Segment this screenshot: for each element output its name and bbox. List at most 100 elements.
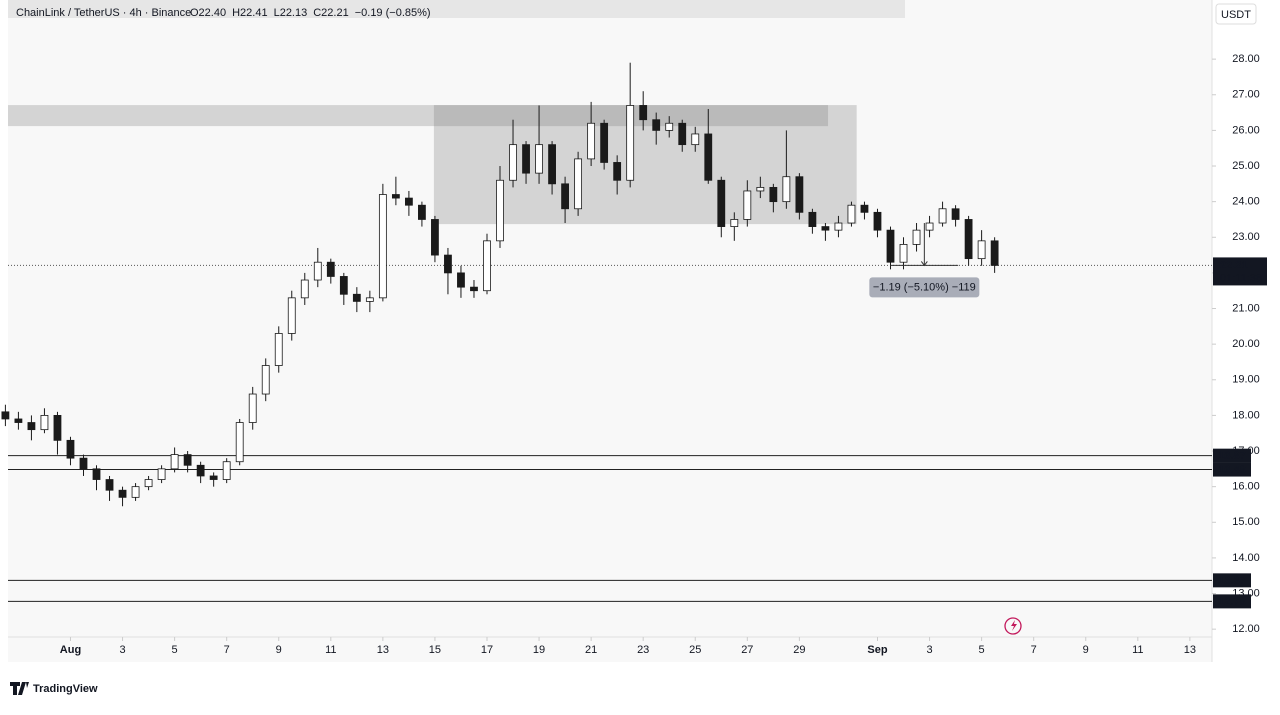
x-tick-label: 17 — [481, 644, 493, 656]
legend-item: O22.40 — [190, 7, 226, 19]
level-badge — [1213, 573, 1251, 588]
candle-body — [404, 197, 413, 206]
x-tick-label: Aug — [60, 644, 81, 656]
level-badge — [1213, 462, 1251, 477]
y-tick-label: 21.00 — [1232, 302, 1260, 314]
candle-body — [782, 176, 791, 203]
plot-background — [8, 0, 1212, 662]
candle-body — [496, 179, 504, 242]
alert-icon — [1004, 617, 1022, 635]
candle-body — [339, 276, 348, 295]
candle-body — [274, 333, 283, 366]
zone — [8, 105, 829, 127]
candle-body — [847, 204, 856, 224]
candle-body — [912, 229, 921, 245]
candle-body — [183, 454, 192, 466]
header-band — [8, 0, 905, 18]
candle-body — [756, 186, 765, 192]
candle-body — [769, 186, 778, 203]
countdown: 01:11:38 — [1220, 272, 1262, 284]
y-tick-label: 24.00 — [1232, 196, 1260, 208]
x-tick-label: 13 — [1184, 644, 1196, 656]
candle-body — [821, 226, 830, 231]
candle-body — [613, 162, 622, 181]
legend-item: C22.21 — [313, 7, 348, 19]
candle-body — [522, 144, 530, 174]
last-price-label: 22.21 — [1220, 259, 1248, 271]
candle-body — [717, 179, 726, 227]
candle-body — [105, 479, 114, 491]
x-tick-label: 27 — [741, 644, 753, 656]
candle-body — [535, 144, 543, 174]
x-tick-label: 13 — [377, 644, 389, 656]
y-tick-label: 27.00 — [1232, 89, 1260, 101]
x-tick-label: Sep — [867, 644, 887, 656]
level-label: 16.87 — [1218, 450, 1246, 462]
y-tick-label: 15.00 — [1232, 516, 1260, 528]
level-badge — [1213, 594, 1251, 609]
candle-body — [470, 286, 478, 292]
candle-body — [665, 122, 674, 131]
x-tick-label: 3 — [926, 644, 932, 656]
candle-body — [691, 133, 700, 146]
y-tick-label: 25.00 — [1232, 160, 1260, 172]
candle-body — [639, 105, 648, 121]
candle-body — [14, 418, 23, 423]
x-tick-label: 25 — [689, 644, 701, 656]
candle-body — [951, 208, 960, 220]
candle-body — [313, 261, 322, 281]
x-tick-label: 5 — [172, 644, 178, 656]
y-tick-label: 28.00 — [1232, 53, 1260, 65]
candle-body — [600, 122, 609, 163]
x-tick-label: 19 — [533, 644, 545, 656]
candle-body — [860, 204, 869, 213]
candle-body — [365, 297, 374, 302]
candle-body — [209, 475, 218, 480]
candle-body — [235, 422, 244, 463]
level-badge — [1213, 448, 1251, 463]
candle-body — [1, 411, 10, 420]
x-tick-label: 23 — [637, 644, 649, 656]
currency-badge — [1215, 3, 1257, 25]
candle-body — [990, 240, 999, 266]
candle-body — [144, 479, 153, 488]
candle-body — [561, 183, 569, 210]
candle-body — [352, 293, 361, 302]
y-tick-label: 18.00 — [1232, 409, 1260, 421]
x-tick-label: 3 — [119, 644, 125, 656]
x-tick-label: 15 — [429, 644, 441, 656]
candle-body — [92, 468, 101, 480]
candle-body — [170, 454, 179, 470]
measure-box — [869, 277, 980, 298]
x-tick-label: 7 — [224, 644, 230, 656]
candle-body — [808, 211, 817, 227]
candle-body — [678, 122, 687, 146]
candle-body — [795, 176, 804, 213]
candle-body — [196, 464, 205, 477]
y-tick-label: 19.00 — [1232, 374, 1260, 386]
x-tick-label: 7 — [1031, 644, 1037, 656]
candle-body — [652, 119, 661, 131]
candle-body — [444, 254, 452, 274]
candle-body — [418, 204, 426, 220]
candle-body — [587, 122, 596, 160]
candle-body — [899, 243, 908, 263]
candle-body — [53, 415, 62, 441]
x-tick-label: 11 — [325, 644, 336, 656]
candle-body — [378, 194, 387, 299]
candle-body — [40, 415, 49, 431]
candle-body — [925, 222, 934, 231]
candle-body — [287, 297, 296, 334]
candle-body — [483, 240, 491, 292]
y-tick-label: 20.00 — [1232, 338, 1260, 350]
candle-body — [964, 219, 973, 260]
alert-bolt — [1011, 620, 1017, 631]
candle-body — [509, 144, 517, 181]
candle-body — [248, 393, 257, 423]
candle-body — [938, 208, 947, 224]
logo-mark — [10, 682, 29, 695]
candle-body — [548, 144, 556, 185]
candle-body — [222, 461, 231, 480]
candle-body — [704, 133, 713, 181]
